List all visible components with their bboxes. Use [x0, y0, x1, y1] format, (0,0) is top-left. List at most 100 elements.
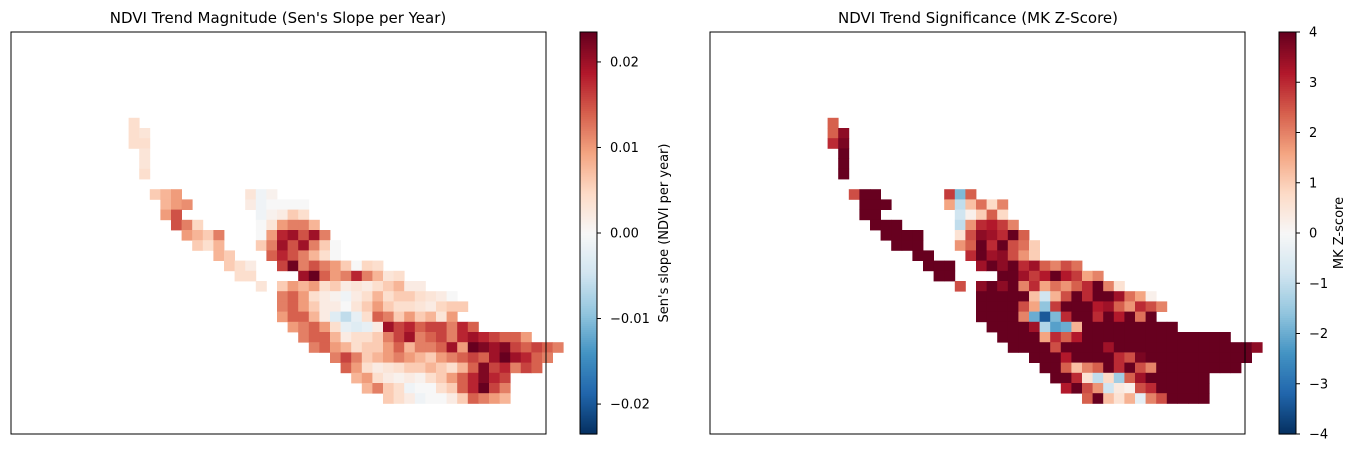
heatmap-cell: [944, 189, 956, 200]
heatmap-cell: [1145, 372, 1157, 384]
heatmap-cell: [1050, 260, 1062, 272]
heatmap-cell: [393, 321, 405, 333]
heatmap-cell: [954, 219, 966, 231]
colorbar-segment: [580, 303, 597, 306]
heatmap-cell: [1092, 281, 1104, 292]
heatmap-cell: [457, 372, 469, 384]
heatmap-cell: [457, 321, 469, 333]
colorbar-segment: [580, 228, 597, 232]
heatmap-cell: [965, 250, 977, 261]
heatmap-cell: [1039, 301, 1051, 312]
heatmap-cell: [1007, 332, 1019, 343]
colorbar-segment: [580, 295, 597, 298]
heatmap-cell: [330, 281, 341, 292]
colorbar-tick-label: 0: [1309, 227, 1317, 242]
heatmap-cell: [531, 342, 543, 353]
colorbar-segment: [580, 397, 597, 401]
colorbar-segment: [1279, 194, 1296, 198]
colorbar-segment: [1279, 46, 1296, 49]
colorbar-segment: [580, 421, 597, 425]
heatmap-cell: [308, 270, 320, 282]
heatmap-cell: [1060, 291, 1072, 302]
heatmap-cell: [1082, 270, 1093, 282]
heatmap-cell: [1156, 393, 1168, 404]
colorbar-segment: [1279, 369, 1296, 373]
heatmap-cell: [1039, 270, 1051, 282]
colorbar-segment: [580, 222, 597, 226]
heatmap-cell: [1029, 260, 1040, 272]
heatmap-cell: [1135, 311, 1146, 323]
heatmap-cell: [139, 168, 151, 180]
heatmap-cell: [1103, 311, 1115, 323]
heatmap-cell: [901, 230, 913, 241]
colorbar-segment: [580, 373, 597, 377]
colorbar-segment: [580, 237, 597, 240]
heatmap-cell: [1050, 362, 1062, 374]
colorbar-segment: [580, 313, 597, 317]
heatmap-cell: [1209, 342, 1221, 353]
heatmap-cell: [986, 219, 998, 231]
colorbar-segment: [580, 411, 597, 415]
heatmap-cell: [478, 383, 490, 394]
heatmap-cell: [1166, 372, 1178, 384]
heatmap-cell: [827, 128, 839, 139]
colorbar-segment: [580, 100, 597, 103]
heatmap-cell: [383, 352, 394, 363]
heatmap-cell: [1050, 332, 1062, 343]
colorbar-segment: [580, 235, 597, 238]
heatmap-cell: [436, 342, 447, 353]
heatmap-cell: [414, 332, 426, 343]
colorbar-segment: [1279, 385, 1296, 389]
heatmap-cell: [277, 301, 288, 312]
heatmap-cell: [1050, 321, 1062, 333]
colorbar-segment: [580, 257, 597, 260]
heatmap-cell: [467, 342, 479, 353]
colorbar-segment: [580, 347, 597, 351]
heatmap-cell: [1082, 342, 1093, 353]
colorbar-segment: [580, 401, 597, 405]
heatmap-cell: [1145, 332, 1157, 343]
colorbar-segment: [580, 355, 597, 359]
heatmap-cell: [1230, 342, 1242, 353]
heatmap-cell: [1018, 240, 1030, 251]
colorbar-segment: [580, 176, 597, 180]
heatmap-cell: [1092, 383, 1104, 394]
colorbar-segment: [580, 210, 597, 214]
colorbar-segment: [580, 415, 597, 419]
heatmap-cell: [425, 393, 437, 404]
heatmap-cell: [1029, 291, 1040, 302]
heatmap-cell: [319, 281, 331, 292]
heatmap-cell: [1156, 301, 1168, 312]
heatmap-cell: [139, 158, 151, 170]
heatmap-cell: [393, 270, 405, 282]
colorbar-segment: [1279, 124, 1296, 128]
heatmap-cell: [457, 383, 469, 394]
colorbar-segment: [1279, 36, 1296, 39]
colorbar-segment: [580, 247, 597, 250]
colorbar-segment: [1279, 233, 1296, 236]
heatmap-cell: [446, 383, 458, 394]
heatmap-cell: [446, 301, 458, 312]
heatmap-cell: [308, 291, 320, 302]
heatmap-cell: [255, 219, 267, 231]
colorbar-segment: [1279, 279, 1296, 282]
heatmap-cell: [489, 352, 500, 363]
heatmap-cell: [997, 270, 1009, 282]
colorbar-segment: [1279, 361, 1296, 365]
heatmap-cell: [383, 383, 394, 394]
heatmap-cell: [1198, 342, 1210, 353]
heatmap-cell: [404, 383, 416, 394]
colorbar-segment: [1279, 307, 1296, 310]
heatmap-cell: [361, 332, 373, 343]
heatmap-cell: [531, 352, 543, 363]
heatmap-cell: [1124, 332, 1136, 343]
colorbar-segment: [580, 140, 597, 144]
heatmap-cell: [298, 230, 310, 241]
heatmap-cell: [1135, 321, 1146, 333]
heatmap-cell: [510, 352, 522, 363]
heatmap-cell: [870, 219, 881, 231]
heatmap-cell: [1007, 301, 1019, 312]
heatmap-cell: [880, 219, 892, 231]
heatmap-cell: [414, 311, 426, 323]
heatmap-cell: [436, 372, 447, 384]
